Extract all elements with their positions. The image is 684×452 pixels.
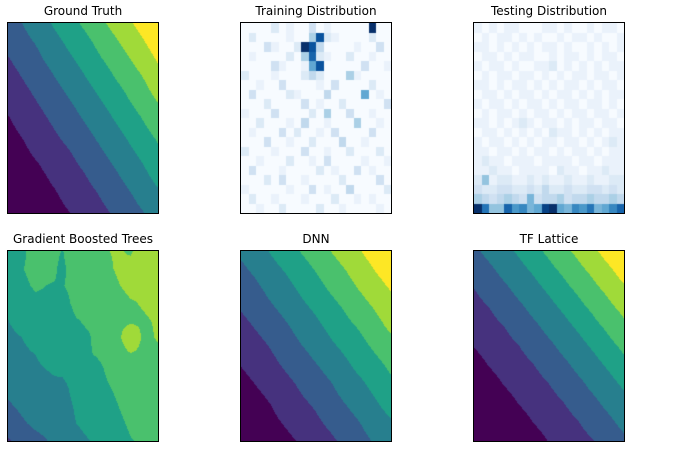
testing-distribution-title: Testing Distribution xyxy=(490,4,607,18)
ground-truth-plot xyxy=(7,22,159,214)
gradient-boosted-trees-title: Gradient Boosted Trees xyxy=(13,232,153,246)
training-distribution-plot xyxy=(240,22,392,214)
dnn-plot xyxy=(240,250,392,442)
dnn-panel: DNN xyxy=(240,232,392,442)
testing-distribution-panel: Testing Distribution xyxy=(473,4,625,214)
dnn-title: DNN xyxy=(302,232,330,246)
testing-distribution-plot xyxy=(473,22,625,214)
gradient-boosted-trees-panel: Gradient Boosted Trees xyxy=(7,232,159,442)
gradient-boosted-trees-plot xyxy=(7,250,159,442)
tf-lattice-plot xyxy=(473,250,625,442)
ground-truth-panel: Ground Truth xyxy=(7,4,159,214)
training-distribution-panel: Training Distribution xyxy=(240,4,392,214)
tf-lattice-title: TF Lattice xyxy=(519,232,579,246)
training-distribution-title: Training Distribution xyxy=(255,4,377,18)
ground-truth-title: Ground Truth xyxy=(43,4,123,18)
tf-lattice-panel: TF Lattice xyxy=(473,232,625,442)
